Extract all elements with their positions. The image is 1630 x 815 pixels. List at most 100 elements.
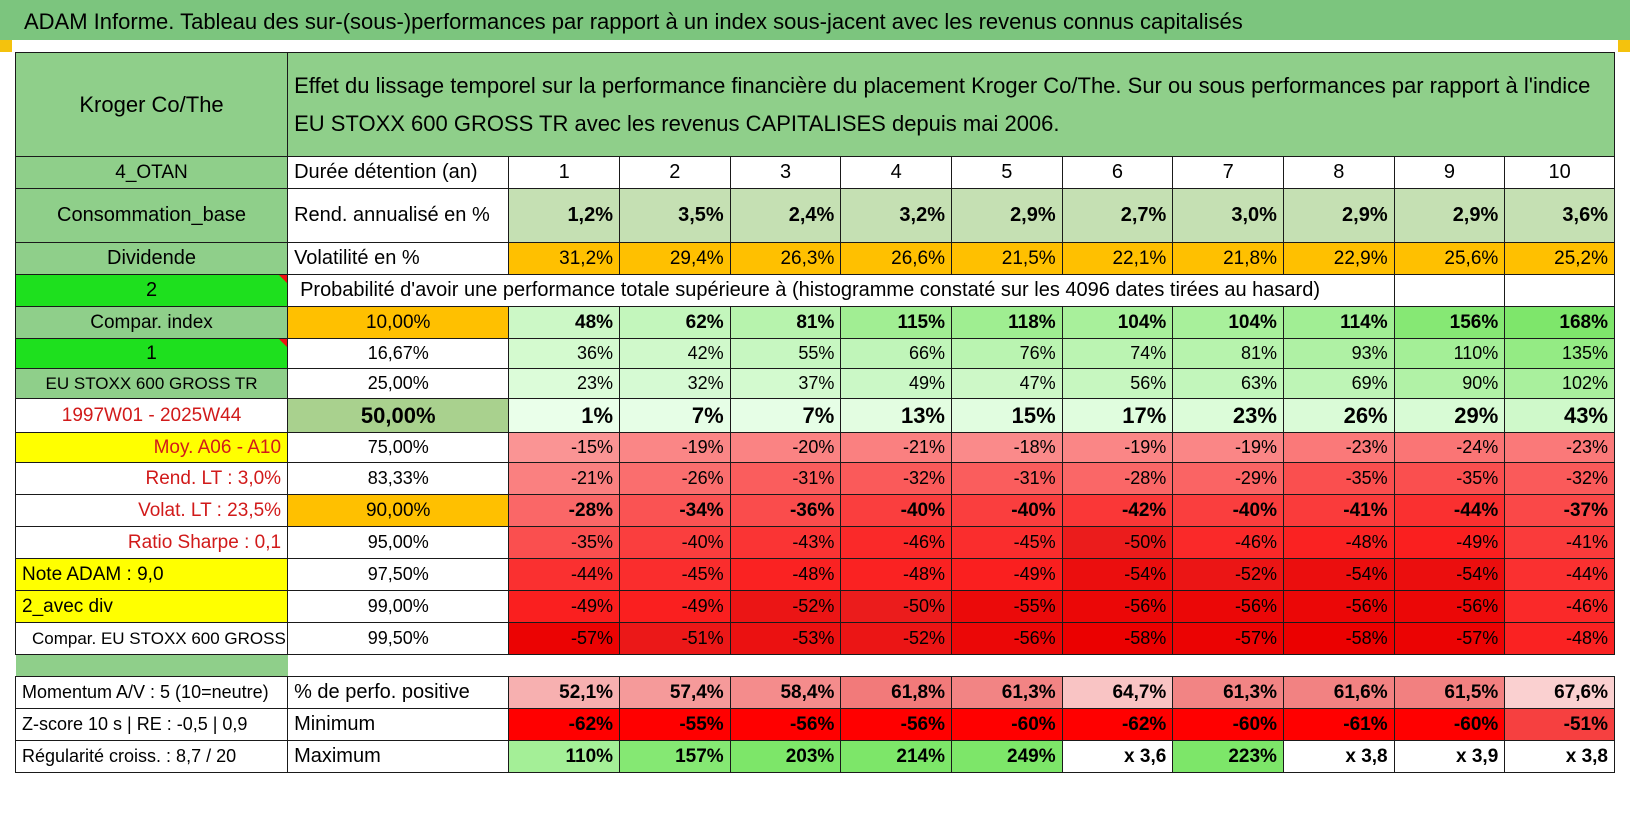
row-left-label: Momentum A/V : 5 (10=neutre) [14, 676, 289, 709]
probability-value: 48% [508, 306, 621, 339]
summary-value: 57,4% [619, 676, 731, 709]
summary-value: x 3,8 [1282, 740, 1395, 773]
table-row: Régularité croiss. : 8,7 / 20 Maximum 110%… [14, 740, 1615, 773]
row-left-label: EU STOXX 600 GROSS TR [14, 368, 289, 399]
probability-value: -21% [840, 432, 952, 463]
summary-value: 223% [1172, 740, 1284, 773]
probability-value: -18% [951, 432, 1063, 463]
probability-value: -46% [840, 526, 952, 559]
summary-value: 157% [619, 740, 731, 773]
probability-caption: Probabilité d'avoir une performance tota… [287, 274, 1395, 307]
volatility-value: 22,1% [1061, 242, 1174, 275]
probability-value: 135% [1504, 338, 1615, 369]
probability-value: -46% [1172, 526, 1284, 559]
summary-value: -51% [1504, 708, 1615, 741]
probability-value: 104% [1172, 306, 1284, 339]
probability-value: -54% [1061, 558, 1174, 591]
probability-value: 13% [840, 398, 952, 433]
probability-value: -35% [1393, 462, 1506, 495]
probability-value: 62% [619, 306, 731, 339]
volatility-value: 26,3% [729, 242, 842, 275]
row-left-label: 1 [14, 338, 289, 369]
percentile-value: 16,67% [287, 338, 510, 369]
probability-value: -50% [840, 590, 952, 623]
row-left-label: 4_OTAN [14, 156, 289, 189]
probability-value: -52% [840, 622, 952, 655]
percentile-value: 10,00% [287, 306, 510, 339]
probability-value: 104% [1061, 306, 1174, 339]
probability-value: -41% [1504, 526, 1615, 559]
summary-value: -56% [840, 708, 952, 741]
probability-value: -48% [1282, 526, 1395, 559]
probability-value: 81% [1172, 338, 1284, 369]
probability-value: -24% [1393, 432, 1506, 463]
percentile-value: 99,50% [287, 622, 510, 655]
probability-value: -57% [1172, 622, 1284, 655]
summary-value: 61,5% [1393, 676, 1506, 709]
probability-value: 7% [619, 398, 731, 433]
row-label: Maximum [287, 740, 510, 773]
probability-value: -45% [619, 558, 731, 591]
probability-value: 69% [1282, 368, 1395, 399]
probability-value: -40% [840, 494, 952, 527]
probability-value: 81% [729, 306, 842, 339]
probability-value: 37% [729, 368, 842, 399]
probability-value: 43% [1504, 398, 1615, 433]
table-row: Ratio Sharpe : 0,1 95,00% -35% -40% -43% -46%… [14, 526, 1615, 559]
summary-value: -60% [1393, 708, 1506, 741]
row-label: Minimum [287, 708, 510, 741]
row-left-label: 2 [14, 274, 289, 307]
probability-value: 17% [1061, 398, 1174, 433]
spacer-cell [288, 655, 1615, 677]
probability-value: 42% [619, 338, 731, 369]
probability-value: -19% [619, 432, 731, 463]
probability-value: 29% [1393, 398, 1506, 433]
probability-value: 26% [1282, 398, 1395, 433]
empty-cell [1393, 274, 1506, 307]
table-row: Note ADAM : 9,0 97,50% -44% -45% -48% -48% -49… [14, 558, 1615, 591]
return-value: 1,2% [508, 188, 621, 243]
probability-value: 32% [619, 368, 731, 399]
row-left-label: Moy. A06 - A10 [14, 432, 289, 463]
probability-value: -44% [1504, 558, 1615, 591]
probability-value: 36% [508, 338, 621, 369]
return-value: 3,2% [840, 188, 952, 243]
return-value: 3,6% [1504, 188, 1615, 243]
row-left-label: Volat. LT : 23,5% [14, 494, 289, 527]
probability-value: 102% [1504, 368, 1615, 399]
return-value: 3,5% [619, 188, 731, 243]
percentile-value: 75,00% [287, 432, 510, 463]
probability-value: -34% [619, 494, 731, 527]
percentile-value: 83,33% [287, 462, 510, 495]
year-header: 2 [619, 156, 731, 189]
spacer-cell [15, 654, 288, 677]
probability-value: -56% [1393, 590, 1506, 623]
volatility-value: 22,9% [1282, 242, 1395, 275]
summary-value: 52,1% [508, 676, 621, 709]
probability-value: -37% [1504, 494, 1615, 527]
return-value: 3,0% [1172, 188, 1284, 243]
summary-value: 64,7% [1061, 676, 1174, 709]
summary-value: 61,6% [1282, 676, 1395, 709]
performance-table: Kroger Co/The Effet du lissage temporel s… [14, 52, 1615, 773]
probability-value: -49% [508, 590, 621, 623]
volatility-value: 31,2% [508, 242, 621, 275]
probability-value: -56% [951, 622, 1063, 655]
summary-value: x 3,6 [1061, 740, 1174, 773]
summary-value: -55% [619, 708, 731, 741]
volatility-value: 26,6% [840, 242, 952, 275]
table-row: Compar. index 10,00% 48% 62% 81% 115% 118% 104%… [14, 306, 1615, 339]
probability-value: -19% [1172, 432, 1284, 463]
probability-value: -31% [951, 462, 1063, 495]
year-header: 6 [1061, 156, 1174, 189]
summary-value: 110% [508, 740, 621, 773]
volatility-value: 21,5% [951, 242, 1063, 275]
return-value: 2,4% [729, 188, 842, 243]
probability-value: -54% [1393, 558, 1506, 591]
table-row [15, 654, 1615, 677]
probability-value: 49% [840, 368, 952, 399]
percentile-value: 50,00% [287, 398, 510, 433]
probability-value: -44% [1393, 494, 1506, 527]
year-header: 5 [951, 156, 1063, 189]
probability-value: -41% [1282, 494, 1395, 527]
